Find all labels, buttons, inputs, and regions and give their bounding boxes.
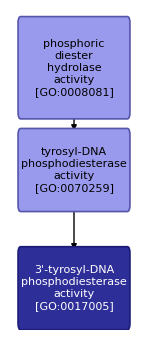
FancyBboxPatch shape (18, 17, 130, 119)
Text: tyrosyl-DNA
phosphodiesterase
activity
[GO:0070259]: tyrosyl-DNA phosphodiesterase activity [… (21, 147, 127, 193)
Text: phosphoric
diester
hydrolase
activity
[GO:0008081]: phosphoric diester hydrolase activity [G… (35, 39, 113, 97)
FancyBboxPatch shape (18, 247, 130, 330)
Text: 3'-tyrosyl-DNA
phosphodiesterase
activity
[GO:0017005]: 3'-tyrosyl-DNA phosphodiesterase activit… (21, 265, 127, 311)
FancyBboxPatch shape (18, 129, 130, 211)
